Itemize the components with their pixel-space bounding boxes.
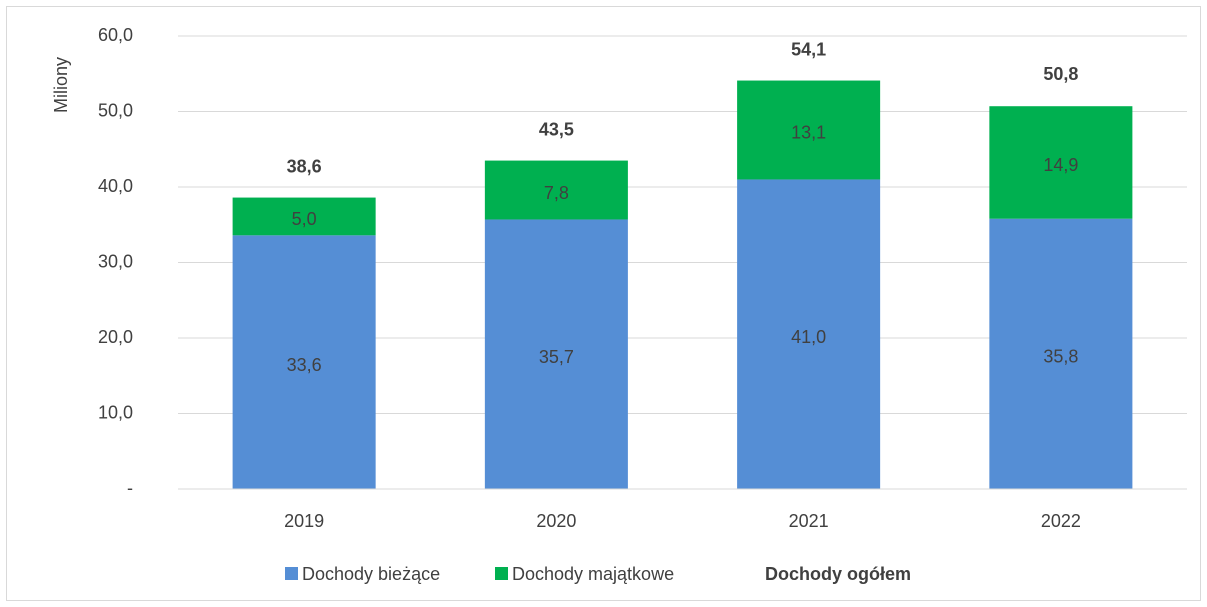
data-label: 41,0 bbox=[791, 327, 826, 347]
legend-swatch bbox=[495, 567, 508, 580]
legend-swatch bbox=[285, 567, 298, 580]
data-label: 35,7 bbox=[539, 347, 574, 367]
y-tick-label: 30,0 bbox=[98, 251, 133, 271]
bar-segment bbox=[232, 197, 376, 236]
data-label: 5,0 bbox=[292, 209, 317, 229]
y-tick-label: - bbox=[127, 478, 133, 498]
y-tick-label: 20,0 bbox=[98, 327, 133, 347]
bar-segment bbox=[989, 106, 1133, 219]
y-tick-label: 40,0 bbox=[98, 176, 133, 196]
x-tick-label: 2022 bbox=[1041, 511, 1081, 531]
y-axis-label: Miliony bbox=[51, 57, 71, 113]
x-tick-label: 2021 bbox=[789, 511, 829, 531]
data-label: 35,8 bbox=[1043, 347, 1078, 367]
x-tick-label: 2020 bbox=[536, 511, 576, 531]
bar-segment bbox=[232, 235, 376, 489]
data-label: 7,8 bbox=[544, 183, 569, 203]
y-tick-label: 10,0 bbox=[98, 402, 133, 422]
legend-label: Dochody majątkowe bbox=[512, 564, 674, 584]
y-tick-label: 60,0 bbox=[98, 25, 133, 45]
bar-segment bbox=[737, 80, 881, 180]
total-label: 50,8 bbox=[1043, 64, 1078, 84]
bar-segment bbox=[484, 160, 628, 220]
data-label: 33,6 bbox=[287, 355, 322, 375]
legend-label: Dochody bieżące bbox=[302, 564, 440, 584]
data-label: 14,9 bbox=[1043, 155, 1078, 175]
legend-label: Dochody ogółem bbox=[765, 564, 911, 584]
x-tick-label: 2019 bbox=[284, 511, 324, 531]
bar-segment bbox=[484, 219, 628, 489]
y-tick-label: 50,0 bbox=[98, 100, 133, 120]
chart-frame bbox=[6, 6, 1201, 601]
bar-segment bbox=[989, 218, 1133, 489]
total-label: 54,1 bbox=[791, 39, 826, 59]
bar-segment bbox=[737, 179, 881, 489]
total-label: 43,5 bbox=[539, 119, 574, 139]
data-label: 13,1 bbox=[791, 123, 826, 143]
total-label: 38,6 bbox=[287, 156, 322, 176]
